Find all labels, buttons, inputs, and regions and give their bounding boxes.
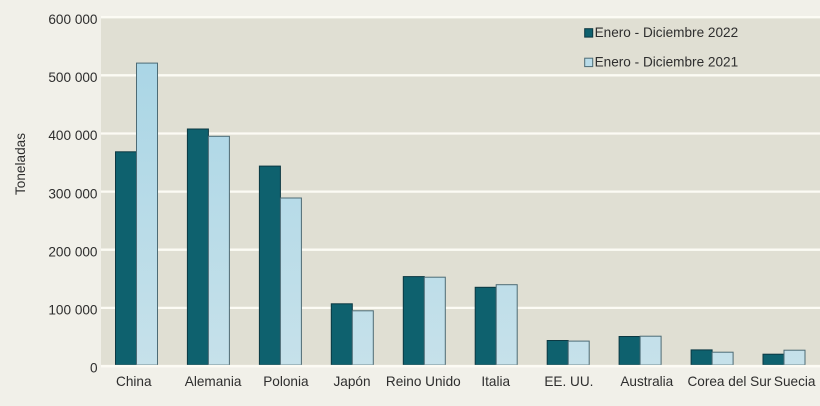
svg-text:EE. UU.: EE. UU.	[544, 374, 593, 389]
svg-text:Toneladas: Toneladas	[13, 133, 28, 195]
svg-text:Reino Unido: Reino Unido	[386, 374, 461, 389]
svg-text:Australia: Australia	[620, 374, 673, 389]
svg-text:0: 0	[90, 360, 98, 375]
svg-text:Italia: Italia	[481, 374, 510, 389]
svg-text:Japón: Japón	[333, 374, 370, 389]
svg-text:Corea del Sur: Corea del Sur	[687, 374, 771, 389]
svg-text:500 000: 500 000	[48, 70, 98, 85]
svg-text:Suecia: Suecia	[774, 374, 816, 389]
svg-text:Enero - Diciembre 2022: Enero - Diciembre 2022	[595, 25, 739, 40]
svg-text:Polonia: Polonia	[263, 374, 309, 389]
svg-text:Alemania: Alemania	[185, 374, 242, 389]
svg-text:100 000: 100 000	[48, 303, 98, 318]
svg-text:600 000: 600 000	[48, 12, 98, 27]
svg-text:200 000: 200 000	[48, 244, 98, 259]
svg-text:Enero - Diciembre 2021: Enero - Diciembre 2021	[595, 54, 739, 69]
svg-text:400 000: 400 000	[48, 128, 98, 143]
svg-text:300 000: 300 000	[48, 186, 98, 201]
svg-text:China: China	[116, 374, 152, 389]
